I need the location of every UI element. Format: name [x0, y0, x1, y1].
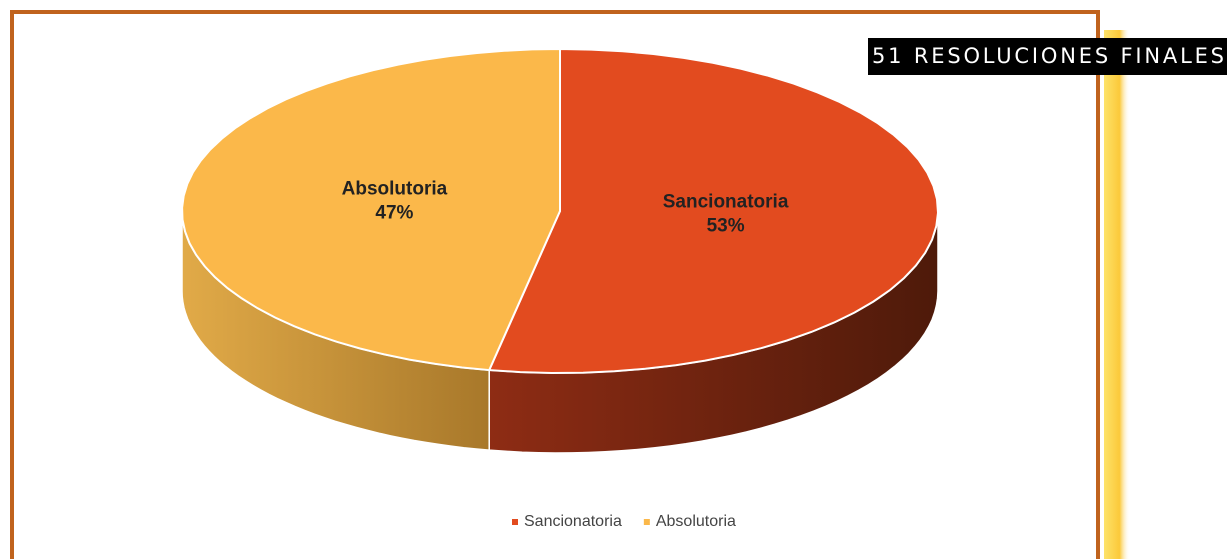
data-label-category: Absolutoria: [342, 178, 448, 199]
pie-slice: [181, 47, 561, 372]
data-label: Sancionatoria 53%: [663, 192, 789, 237]
data-label-value: 53%: [707, 216, 745, 237]
legend-label: Sancionatoria: [524, 513, 622, 530]
annotation-box: [868, 38, 1227, 75]
pie: Sancionatoria 53% Absolutoria 47%: [181, 47, 940, 454]
annotation: 51 RESOLUCIONES FINALES: [872, 44, 1224, 68]
legend: Sancionatoria Absolutoria: [512, 513, 736, 530]
data-label: Absolutoria 47%: [342, 178, 448, 223]
legend-label: Absolutoria: [656, 513, 736, 530]
data-label-value: 47%: [375, 202, 413, 223]
legend-swatch: [643, 519, 650, 525]
pie-slice: [487, 47, 940, 375]
legend-swatch: [512, 519, 518, 525]
side-stripe: [1104, 30, 1130, 559]
data-label-category: Sancionatoria: [663, 192, 789, 213]
